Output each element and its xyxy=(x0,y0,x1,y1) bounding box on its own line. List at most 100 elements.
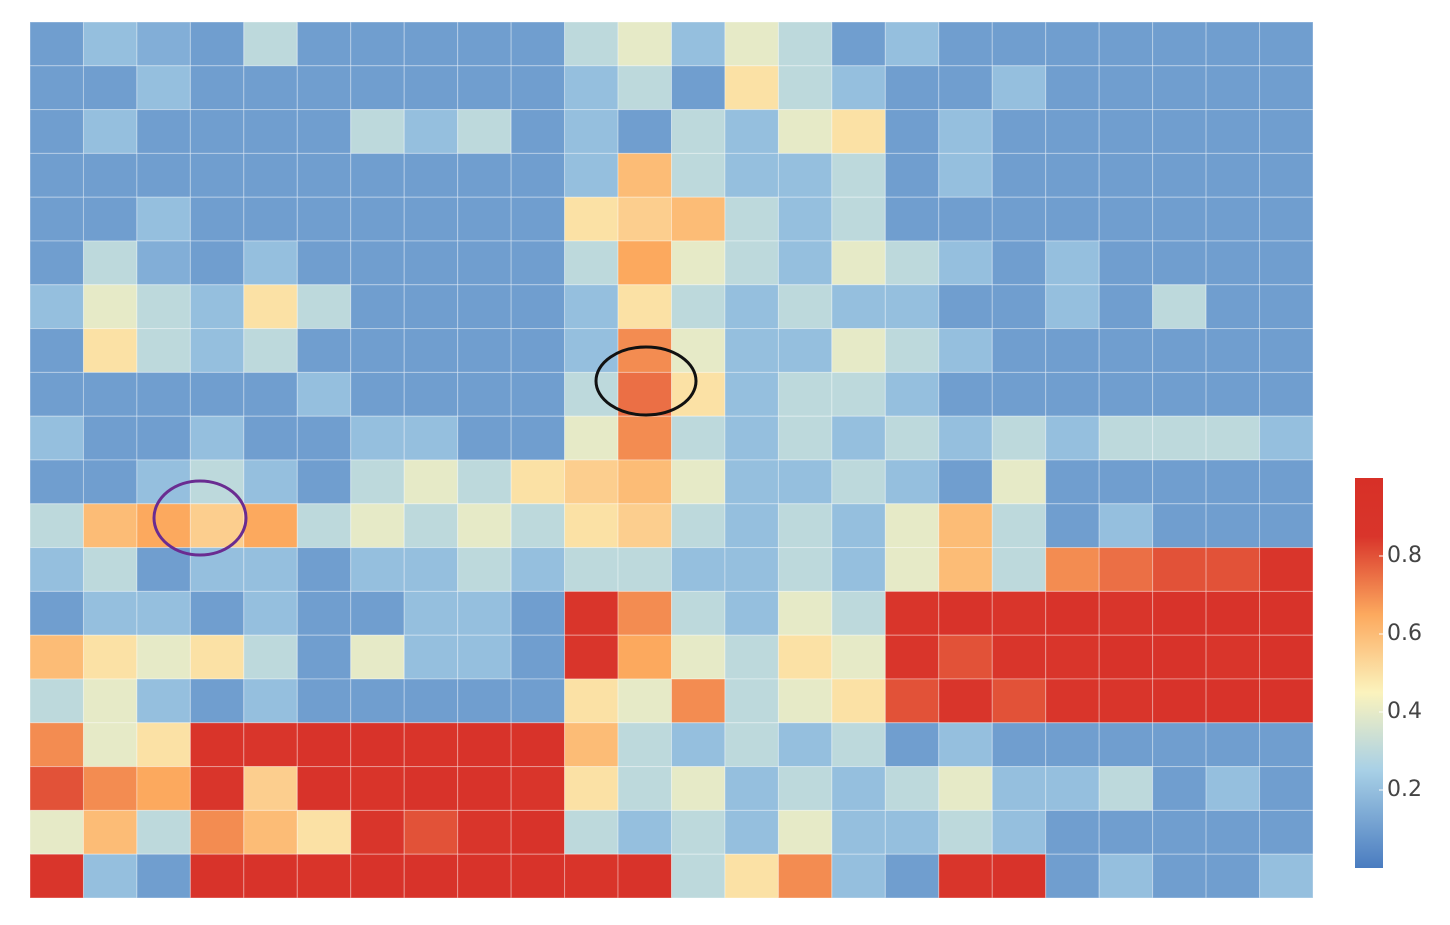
heatmap-cell xyxy=(1045,21,1100,67)
heatmap-cell xyxy=(136,152,191,198)
heatmap-cell xyxy=(136,415,191,461)
heatmap-cell xyxy=(350,678,405,724)
heatmap-cell xyxy=(777,152,833,198)
heatmap-cell xyxy=(1259,503,1314,549)
heatmap-cell xyxy=(29,240,84,286)
heatmap-cell xyxy=(671,284,726,330)
heatmap-cell xyxy=(457,678,512,724)
heatmap-cell xyxy=(564,196,619,242)
heatmap-cell xyxy=(1098,766,1154,811)
heatmap-cell xyxy=(29,21,84,67)
heatmap-cell xyxy=(403,678,459,724)
heatmap-cell xyxy=(136,809,191,855)
heatmap-cell xyxy=(777,459,833,505)
heatmap-cell xyxy=(617,547,673,592)
heatmap-cell xyxy=(1098,415,1154,461)
heatmap-cell xyxy=(136,196,191,242)
heatmap-cell xyxy=(671,678,726,724)
heatmap-cell xyxy=(831,284,886,330)
heatmap-cell xyxy=(884,459,940,505)
heatmap-cell xyxy=(938,109,993,154)
heatmap-cell xyxy=(403,152,459,198)
heatmap-cell xyxy=(136,21,191,67)
heatmap-cell xyxy=(938,722,993,768)
heatmap-cell xyxy=(189,196,245,242)
heatmap-cell xyxy=(1045,853,1100,899)
heatmap-cell xyxy=(938,240,993,286)
heatmap-cell xyxy=(831,722,886,768)
colorbar-tick-label: 0.2 xyxy=(1387,777,1422,802)
heatmap-cell xyxy=(29,109,84,154)
heatmap-cell xyxy=(884,109,940,154)
heatmap-cell xyxy=(189,853,245,899)
heatmap-cell xyxy=(457,547,512,592)
heatmap-cell xyxy=(1259,853,1314,899)
heatmap-cell xyxy=(1205,415,1261,461)
heatmap-cell xyxy=(1045,240,1100,286)
heatmap-cell xyxy=(403,459,459,505)
heatmap-cell xyxy=(82,459,138,505)
heatmap-cell xyxy=(777,21,833,67)
heatmap-cell xyxy=(1045,547,1100,592)
heatmap-cell xyxy=(777,547,833,592)
colorbar-ticks: 0.2 0.4 0.6 0.8 xyxy=(1379,543,1422,802)
heatmap-cell xyxy=(991,766,1047,811)
heatmap-cell xyxy=(296,371,352,417)
heatmap-cell xyxy=(29,459,84,505)
heatmap-cell xyxy=(617,415,673,461)
heatmap-cell xyxy=(617,678,673,724)
heatmap-cell xyxy=(1045,415,1100,461)
heatmap-cell xyxy=(617,722,673,768)
heatmap-cell xyxy=(29,766,84,811)
heatmap-cell xyxy=(82,590,138,636)
heatmap-cell xyxy=(617,21,673,67)
heatmap-cell xyxy=(831,459,886,505)
heatmap-cell xyxy=(29,809,84,855)
heatmap-cell xyxy=(671,328,726,373)
heatmap-cell xyxy=(1045,65,1100,111)
heatmap-cell xyxy=(564,284,619,330)
heatmap-cell xyxy=(189,722,245,768)
heatmap-cell xyxy=(243,240,298,286)
heatmap-cell xyxy=(938,65,993,111)
heatmap-cell xyxy=(403,809,459,855)
heatmap-cell xyxy=(1152,65,1207,111)
heatmap-cell xyxy=(1045,328,1100,373)
heatmap-cell xyxy=(884,415,940,461)
heatmap-cell xyxy=(1045,766,1100,811)
heatmap-cell xyxy=(189,21,245,67)
heatmap-cell xyxy=(403,547,459,592)
heatmap-cell xyxy=(1259,240,1314,286)
heatmap-cell xyxy=(243,415,298,461)
heatmap-cell xyxy=(243,459,298,505)
heatmap-cell xyxy=(991,328,1047,373)
heatmap-cell xyxy=(403,240,459,286)
heatmap-cell xyxy=(671,853,726,899)
heatmap-cell xyxy=(1045,809,1100,855)
heatmap-cell xyxy=(189,152,245,198)
heatmap-cell xyxy=(564,853,619,899)
heatmap-cell xyxy=(884,152,940,198)
heatmap-cell xyxy=(1205,766,1261,811)
heatmap-cell xyxy=(296,766,352,811)
heatmap-cell xyxy=(831,547,886,592)
heatmap-cell xyxy=(296,634,352,680)
heatmap-cell xyxy=(831,371,886,417)
heatmap-cell xyxy=(350,21,405,67)
heatmap-cell xyxy=(82,678,138,724)
heatmap-cell xyxy=(1045,722,1100,768)
heatmap-cell xyxy=(884,853,940,899)
heatmap-cell xyxy=(1205,284,1261,330)
heatmap-cell xyxy=(938,152,993,198)
heatmap-cell xyxy=(82,415,138,461)
heatmap-cell xyxy=(991,415,1047,461)
heatmap-cell xyxy=(136,371,191,417)
heatmap-cell xyxy=(724,809,779,855)
heatmap-cell xyxy=(510,853,566,899)
colorbar-tick-label: 0.4 xyxy=(1387,699,1422,724)
heatmap-cell xyxy=(1205,503,1261,549)
heatmap-cell xyxy=(403,284,459,330)
annotation-ellipse xyxy=(594,345,698,417)
heatmap-cell xyxy=(938,459,993,505)
heatmap-cell xyxy=(1098,65,1154,111)
